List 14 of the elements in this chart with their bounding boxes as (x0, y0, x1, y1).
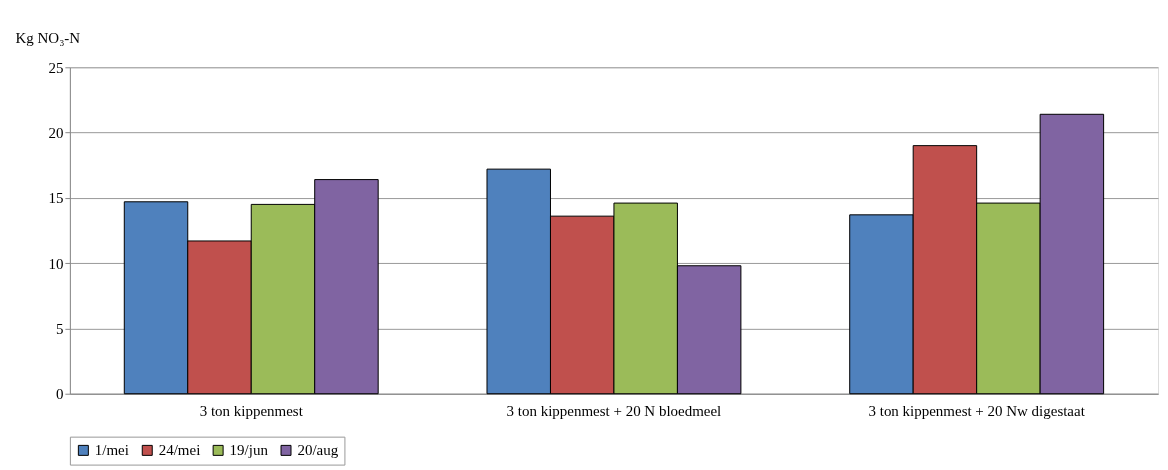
x-tick-label: 3 ton kippenmest + 20 N bloedmeel (506, 403, 722, 420)
legend-label: 20/aug (297, 442, 339, 459)
y-tick-label: 20 (48, 125, 64, 142)
y-axis-title: Kg NO₃-N (15, 29, 81, 46)
y-tick-label: 10 (48, 255, 64, 272)
legend-label: 19/jun (229, 442, 269, 459)
y-tick-label: 5 (55, 320, 64, 337)
legend-label: 24/mei (158, 442, 201, 459)
x-tick-label: 3 ton kippenmest (199, 403, 304, 420)
legend-label: 1/mei (94, 442, 129, 459)
x-tick-label: 3 ton kippenmest + 20 Nw digestaat (868, 403, 1086, 420)
y-tick-label: 15 (48, 190, 64, 207)
y-tick-label: 25 (48, 59, 64, 76)
y-tick-label: 0 (55, 386, 64, 403)
